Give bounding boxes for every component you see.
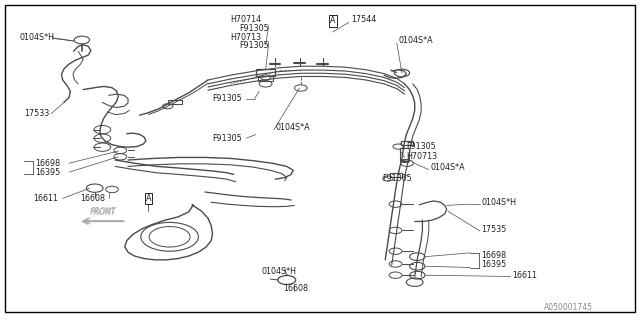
Text: 0104S*H: 0104S*H <box>261 268 296 276</box>
Bar <box>401 141 413 145</box>
Text: 16395: 16395 <box>35 168 60 177</box>
Text: F91305: F91305 <box>212 94 242 103</box>
Text: F91305: F91305 <box>239 24 269 33</box>
Text: 16395: 16395 <box>481 260 506 269</box>
Text: H70713: H70713 <box>230 33 262 42</box>
Text: 16608: 16608 <box>80 194 105 203</box>
Bar <box>168 100 182 104</box>
Text: A: A <box>330 16 335 25</box>
Text: 0104S*A: 0104S*A <box>430 163 465 172</box>
Bar <box>402 159 408 162</box>
Text: H70713: H70713 <box>406 152 437 161</box>
Text: 0104S*H: 0104S*H <box>19 33 54 42</box>
Bar <box>256 69 275 76</box>
Text: 0104S*A: 0104S*A <box>398 36 433 45</box>
Text: 17535: 17535 <box>481 225 507 234</box>
Bar <box>400 148 409 161</box>
Text: 0104S*H: 0104S*H <box>481 198 516 207</box>
Text: F91305: F91305 <box>239 41 269 50</box>
Text: F91305: F91305 <box>406 142 435 151</box>
Text: 16611: 16611 <box>512 271 537 280</box>
Text: F91305: F91305 <box>383 174 412 183</box>
Text: H70714: H70714 <box>230 15 262 24</box>
Text: 16698: 16698 <box>481 251 506 260</box>
Bar <box>390 173 402 177</box>
Text: 0104S*A: 0104S*A <box>275 124 310 132</box>
Bar <box>258 76 273 81</box>
Text: 17533: 17533 <box>24 109 49 118</box>
Text: 16611: 16611 <box>33 194 58 203</box>
Text: FRONT: FRONT <box>90 208 115 217</box>
Text: 16698: 16698 <box>35 159 60 168</box>
Text: A050001745: A050001745 <box>544 303 593 312</box>
Text: A: A <box>146 194 151 203</box>
Text: F91305: F91305 <box>212 134 242 143</box>
Text: 16608: 16608 <box>283 284 308 293</box>
Text: 17544: 17544 <box>351 15 376 24</box>
Text: FRONT: FRONT <box>91 207 116 216</box>
